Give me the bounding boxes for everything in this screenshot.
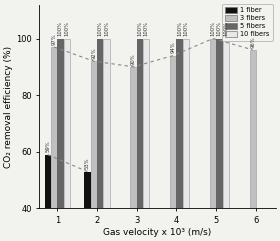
Text: 100%: 100% [183, 21, 188, 36]
Bar [143, 39, 150, 208]
Bar [84, 172, 91, 208]
Bar [97, 39, 103, 208]
Bar [137, 39, 143, 208]
Y-axis label: CO₂ removal efficiency (%): CO₂ removal efficiency (%) [4, 45, 13, 167]
Bar [64, 39, 70, 208]
Text: 92%: 92% [91, 47, 96, 59]
Text: 94%: 94% [171, 42, 176, 53]
Text: 100%: 100% [217, 21, 222, 36]
Text: 100%: 100% [144, 21, 149, 36]
Bar [103, 39, 110, 208]
Text: 100%: 100% [104, 21, 109, 36]
Text: 53%: 53% [85, 158, 90, 169]
Bar [249, 50, 256, 208]
Text: 59%: 59% [45, 141, 50, 152]
Bar [183, 39, 189, 208]
Text: 90%: 90% [131, 53, 136, 65]
Bar [223, 39, 229, 208]
Bar [170, 55, 176, 208]
Bar [216, 39, 223, 208]
X-axis label: Gas velocity x 10³ (m/s): Gas velocity x 10³ (m/s) [103, 228, 212, 237]
Text: 100%: 100% [64, 21, 69, 36]
Text: 100%: 100% [137, 21, 143, 36]
Bar [51, 47, 57, 208]
Bar [176, 39, 183, 208]
Text: 100%: 100% [98, 21, 103, 36]
Bar [57, 39, 64, 208]
Text: 100%: 100% [211, 21, 216, 36]
Text: 100%: 100% [223, 21, 228, 36]
Text: 100%: 100% [177, 21, 182, 36]
Legend: 1 fiber, 3 fibers, 5 fibers, 10 fibers: 1 fiber, 3 fibers, 5 fibers, 10 fibers [222, 4, 272, 40]
Bar [210, 39, 216, 208]
Bar [130, 67, 137, 208]
Bar [91, 61, 97, 208]
Text: 96%: 96% [250, 36, 255, 47]
Text: 100%: 100% [58, 21, 63, 36]
Bar [45, 155, 51, 208]
Text: 97%: 97% [52, 33, 57, 45]
